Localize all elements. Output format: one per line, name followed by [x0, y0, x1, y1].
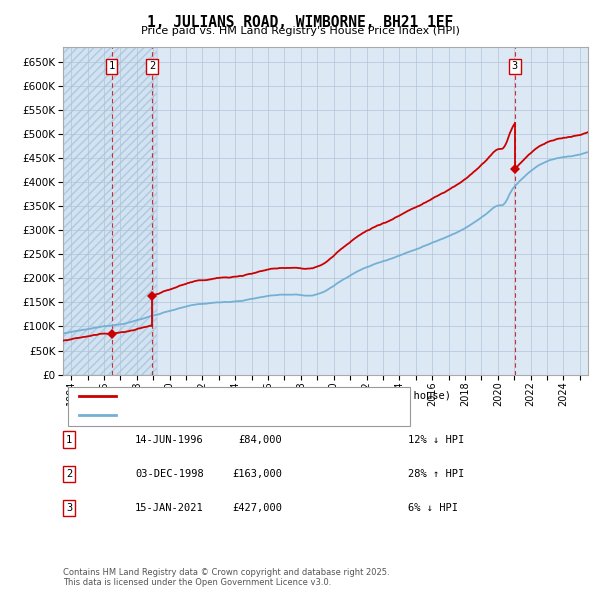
- Text: 03-DEC-1998: 03-DEC-1998: [135, 469, 204, 478]
- Text: 28% ↑ HPI: 28% ↑ HPI: [408, 469, 464, 478]
- Text: Price paid vs. HM Land Registry's House Price Index (HPI): Price paid vs. HM Land Registry's House …: [140, 26, 460, 36]
- Text: 12% ↓ HPI: 12% ↓ HPI: [408, 435, 464, 444]
- Text: 2: 2: [149, 61, 155, 71]
- Text: £163,000: £163,000: [232, 469, 282, 478]
- Text: 3: 3: [66, 503, 72, 513]
- Text: Contains HM Land Registry data © Crown copyright and database right 2025.
This d: Contains HM Land Registry data © Crown c…: [63, 568, 389, 587]
- FancyBboxPatch shape: [68, 386, 409, 425]
- Text: 14-JUN-1996: 14-JUN-1996: [135, 435, 204, 444]
- Bar: [63, 47, 157, 375]
- Text: 1, JULIANS ROAD, WIMBORNE, BH21 1EF: 1, JULIANS ROAD, WIMBORNE, BH21 1EF: [147, 15, 453, 30]
- Text: 6% ↓ HPI: 6% ↓ HPI: [408, 503, 458, 513]
- Text: HPI: Average price, detached house, Dorset: HPI: Average price, detached house, Dors…: [126, 411, 389, 420]
- Text: 3: 3: [512, 61, 518, 71]
- Text: 15-JAN-2021: 15-JAN-2021: [135, 503, 204, 513]
- Text: 1: 1: [109, 61, 115, 71]
- Text: £427,000: £427,000: [232, 503, 282, 513]
- Text: 1: 1: [66, 435, 72, 444]
- Text: 2: 2: [66, 469, 72, 478]
- Text: 1, JULIANS ROAD, WIMBORNE, BH21 1EF (detached house): 1, JULIANS ROAD, WIMBORNE, BH21 1EF (det…: [126, 391, 451, 401]
- Text: £84,000: £84,000: [238, 435, 282, 444]
